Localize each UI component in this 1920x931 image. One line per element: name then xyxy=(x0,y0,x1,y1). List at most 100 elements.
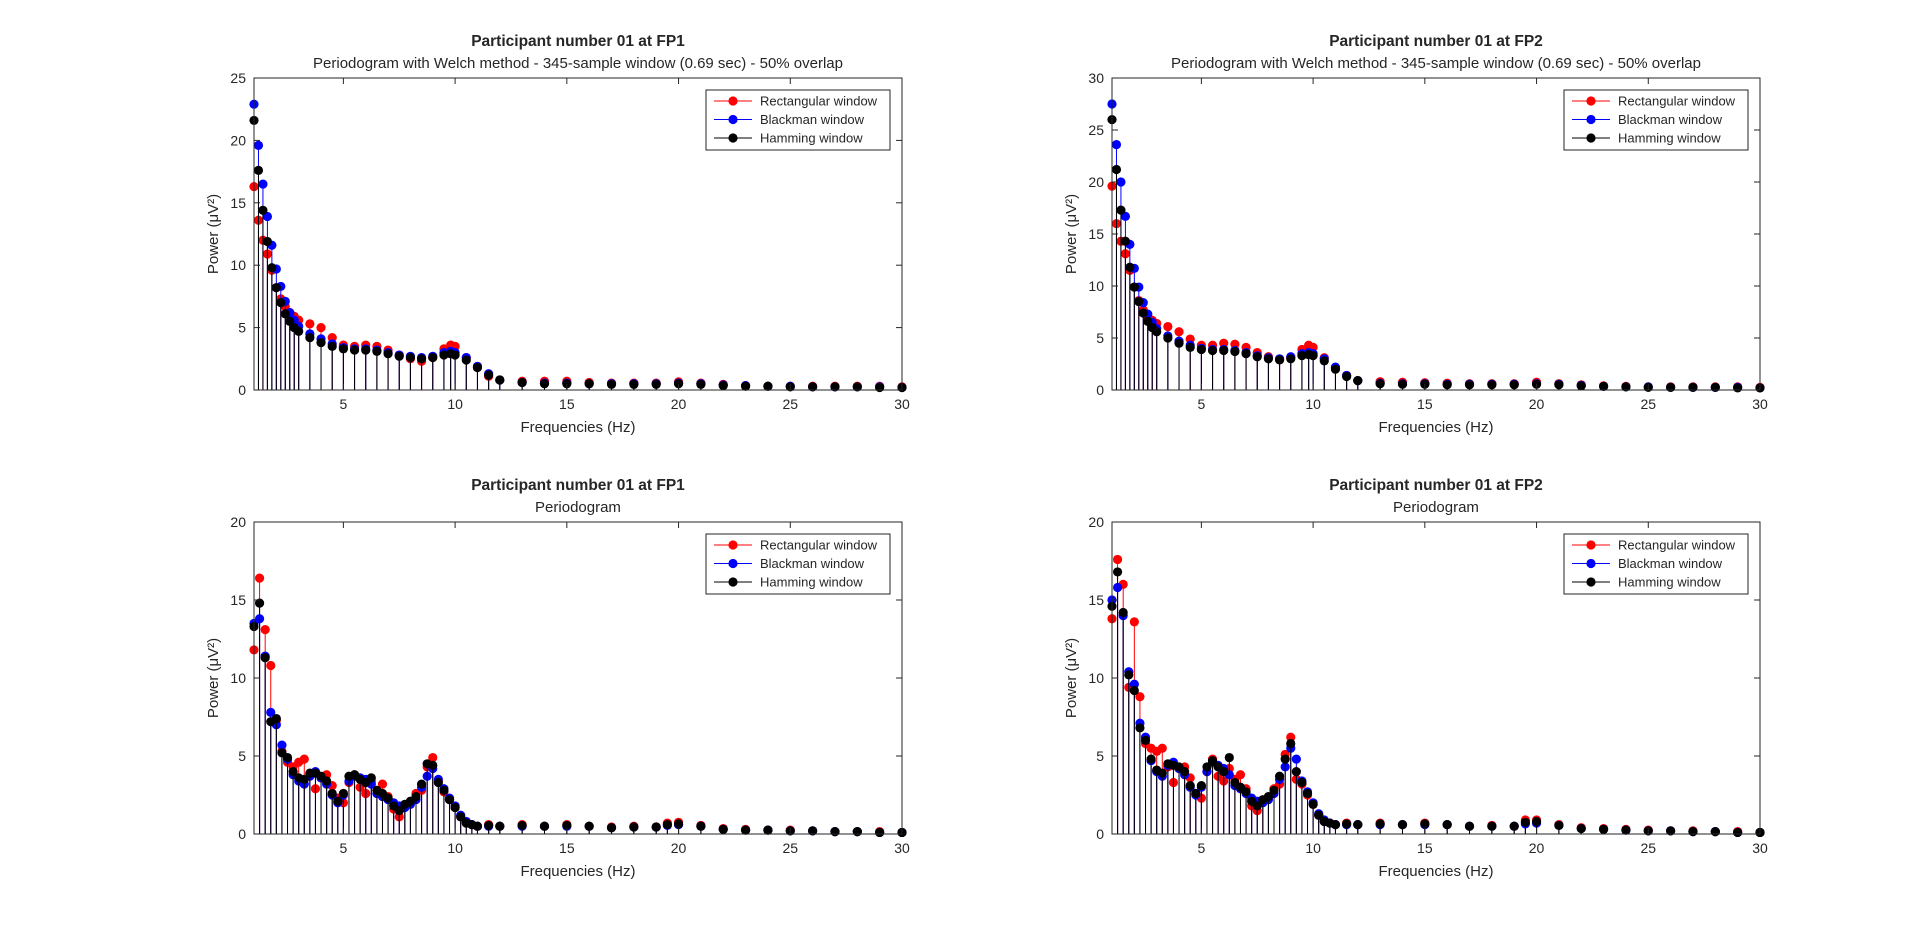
data-point xyxy=(383,349,393,359)
data-point xyxy=(740,381,751,391)
legend-swatch-marker xyxy=(728,96,738,106)
data-point xyxy=(696,821,706,831)
x-tick-label: 15 xyxy=(559,396,575,412)
x-tick-label: 5 xyxy=(339,840,347,856)
chart-title: Participant number 01 at FP2 xyxy=(1329,477,1543,494)
data-point xyxy=(1464,380,1475,390)
legend-swatch-marker xyxy=(728,114,738,125)
data-point xyxy=(258,205,268,215)
data-point xyxy=(450,802,460,813)
x-axis-label: Frequencies (Hz) xyxy=(520,863,635,880)
data-point xyxy=(1207,756,1218,766)
data-point xyxy=(1319,356,1329,366)
data-point xyxy=(1710,382,1720,392)
x-tick-label: 5 xyxy=(1197,840,1205,856)
data-point xyxy=(1185,342,1195,352)
legend-entry-label: Rectangular window xyxy=(1618,94,1736,109)
data-point xyxy=(450,350,460,360)
data-point xyxy=(517,377,527,388)
data-point xyxy=(1598,381,1609,391)
data-point xyxy=(411,791,421,802)
data-point xyxy=(1112,554,1123,565)
data-point xyxy=(428,752,438,763)
data-point xyxy=(562,379,572,389)
data-point xyxy=(562,820,572,831)
y-axis-label: Power (μV²) xyxy=(1063,194,1080,274)
data-point xyxy=(875,382,885,393)
data-point xyxy=(718,824,728,834)
y-tick-label: 15 xyxy=(230,195,246,211)
data-point xyxy=(1124,670,1134,680)
chart-subtitle: Periodogram with Welch method - 345-samp… xyxy=(1171,55,1701,72)
legend-entry-label: Hamming window xyxy=(760,575,863,590)
data-point xyxy=(1196,781,1206,791)
x-axis-label: Frequencies (Hz) xyxy=(520,419,635,436)
y-tick-label: 20 xyxy=(1088,174,1104,190)
x-tick-label: 25 xyxy=(782,840,798,856)
legend-swatch-marker xyxy=(1586,114,1596,125)
chart-subtitle: Periodogram with Welch method - 345-samp… xyxy=(313,55,843,72)
data-point xyxy=(696,379,706,389)
data-point xyxy=(1733,383,1743,393)
data-point xyxy=(372,346,382,356)
data-point xyxy=(1442,820,1452,830)
data-point xyxy=(1129,617,1139,627)
x-axis-label: Frequencies (Hz) xyxy=(1378,863,1493,880)
data-point xyxy=(808,826,818,836)
y-axis-label: Power (μV²) xyxy=(1063,638,1080,718)
data-point xyxy=(629,379,639,389)
x-tick-label: 5 xyxy=(1197,396,1205,412)
legend-swatch-marker xyxy=(1586,133,1596,143)
data-point xyxy=(1353,820,1363,830)
data-point xyxy=(830,827,840,837)
data-point xyxy=(808,382,818,392)
data-point xyxy=(1111,164,1122,175)
data-point xyxy=(1129,685,1139,696)
legend-swatch-marker xyxy=(728,133,738,143)
data-point xyxy=(1297,777,1307,788)
data-point xyxy=(1163,321,1173,332)
data-point xyxy=(428,352,438,363)
data-point xyxy=(1116,177,1126,187)
y-tick-label: 5 xyxy=(1096,330,1104,346)
data-point xyxy=(271,283,281,293)
data-point xyxy=(1710,827,1720,837)
data-point xyxy=(1118,607,1128,618)
data-point xyxy=(1112,567,1123,577)
data-point xyxy=(1280,754,1290,764)
y-tick-label: 10 xyxy=(1088,670,1104,686)
x-tick-label: 30 xyxy=(1752,396,1768,412)
chart-panel-4: 5 10 15 20 25 30 0 5 10 15 20 Participant number 01… xyxy=(1063,477,1768,880)
data-point xyxy=(282,752,293,763)
data-point xyxy=(1342,819,1352,829)
chart-panel-3: 5 10 15 20 25 30 0 5 10 15 20 Participant number 01… xyxy=(205,477,910,880)
y-tick-label: 5 xyxy=(1096,748,1104,764)
y-tick-label: 15 xyxy=(1088,226,1104,242)
x-tick-label: 15 xyxy=(559,840,575,856)
y-tick-label: 10 xyxy=(230,670,246,686)
data-point xyxy=(1157,743,1167,753)
x-tick-label: 30 xyxy=(894,396,910,412)
data-point xyxy=(1274,355,1285,365)
legend-swatch-marker xyxy=(1586,540,1596,550)
data-point xyxy=(1196,344,1206,355)
x-tick-label: 25 xyxy=(1640,396,1656,412)
data-point xyxy=(1688,827,1698,837)
data-point xyxy=(1263,354,1274,364)
data-point xyxy=(433,777,443,788)
data-point xyxy=(763,825,773,835)
data-point xyxy=(333,796,343,806)
data-point xyxy=(416,354,427,364)
data-point xyxy=(266,660,276,671)
data-point xyxy=(338,344,348,354)
x-tick-label: 30 xyxy=(894,840,910,856)
data-point xyxy=(1224,752,1234,763)
legend-swatch-marker xyxy=(728,577,738,587)
data-point xyxy=(305,319,315,329)
data-point xyxy=(495,821,505,831)
x-tick-label: 10 xyxy=(447,396,463,412)
data-point xyxy=(1554,820,1564,831)
data-point xyxy=(1219,345,1229,356)
y-tick-label: 0 xyxy=(238,382,246,398)
chart-title: Participant number 01 at FP1 xyxy=(471,33,685,50)
